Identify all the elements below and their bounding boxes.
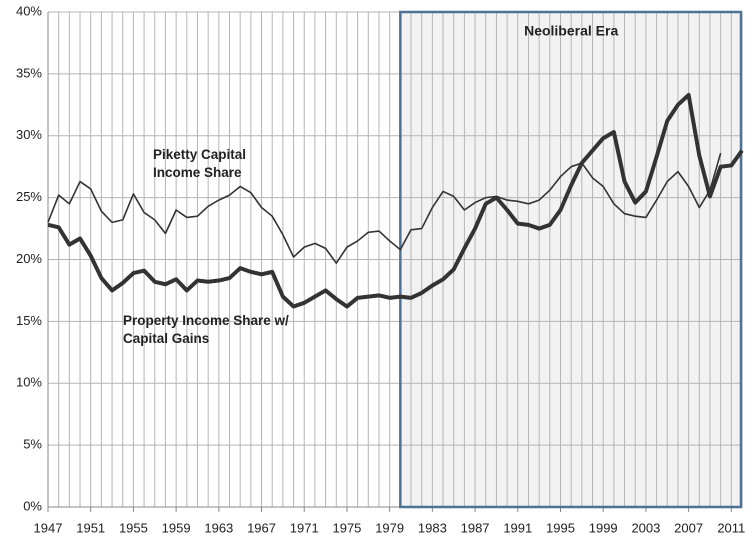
y-tick-label: 30% bbox=[16, 127, 42, 142]
x-tick-label: 2011 bbox=[717, 520, 745, 535]
series-label: Property Income Share w/ Capital Gains bbox=[123, 313, 289, 346]
era-border bbox=[399, 10, 743, 509]
x-tick-label: 1995 bbox=[546, 520, 575, 535]
y-tick-label: 20% bbox=[16, 251, 42, 266]
y-tick-label: 15% bbox=[16, 313, 42, 328]
series-line bbox=[47, 92, 744, 309]
era-label: Neoliberal Era bbox=[524, 23, 618, 39]
y-tick-label: 10% bbox=[16, 375, 42, 390]
x-tick-label: 1967 bbox=[247, 520, 276, 535]
series-label: Piketty Capital Income Share bbox=[153, 147, 247, 180]
x-tick-label: 1987 bbox=[461, 520, 490, 535]
y-tick-label: 5% bbox=[23, 437, 42, 452]
y-tick-label: 40% bbox=[16, 3, 42, 18]
x-tick-label: 1971 bbox=[290, 520, 319, 535]
x-tick-label: 1979 bbox=[375, 520, 404, 535]
x-tick-label: 2003 bbox=[631, 520, 660, 535]
x-tick-label: 1975 bbox=[332, 520, 361, 535]
x-tick-label: 1959 bbox=[162, 520, 191, 535]
y-tick-label: 0% bbox=[23, 498, 42, 513]
x-tick-label: 2007 bbox=[674, 520, 703, 535]
x-tick-label: 1999 bbox=[589, 520, 618, 535]
x-tick-label: 1955 bbox=[119, 520, 148, 535]
x-tick-label: 1951 bbox=[76, 520, 105, 535]
y-tick-label: 35% bbox=[16, 65, 42, 80]
series-line bbox=[47, 152, 722, 265]
x-tick-label: 1963 bbox=[204, 520, 233, 535]
y-tick-label: 25% bbox=[16, 189, 42, 204]
x-tick-label: 1947 bbox=[34, 520, 63, 535]
x-tick-label: 1991 bbox=[503, 520, 532, 535]
x-tick-label: 1983 bbox=[418, 520, 447, 535]
